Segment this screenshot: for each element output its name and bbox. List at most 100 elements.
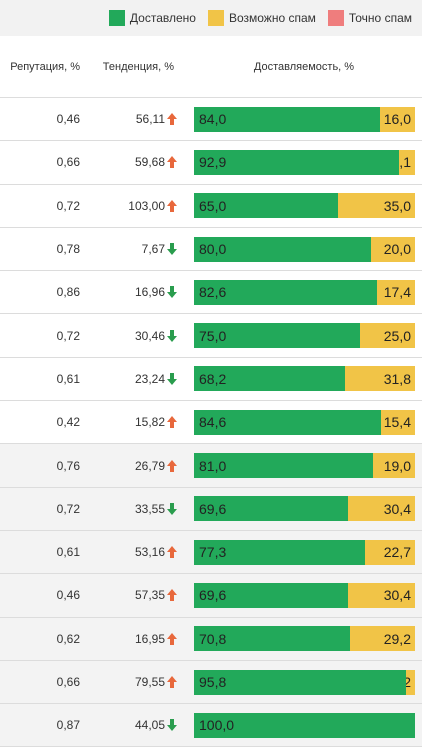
arrow-down-icon: [167, 502, 177, 515]
legend-label-delivered: Доставлено: [129, 11, 196, 25]
trend-value: 15,82: [134, 415, 165, 430]
trend-value: 23,24: [134, 371, 165, 386]
trend-cell: 79,55: [82, 675, 186, 689]
trend-value: 33,55: [134, 501, 165, 516]
legend-item-spam[interactable]: Точно спам: [327, 10, 412, 26]
legend-swatch-spam: [327, 10, 344, 26]
deliverability-bar[interactable]: 68,2 31,8: [194, 366, 415, 392]
column-header-deliverability[interactable]: Доставляемость, %: [253, 60, 355, 73]
delivered-segment: 92,9: [194, 149, 400, 175]
deliverability-bar[interactable]: 81,0 19,0: [194, 453, 415, 479]
legend-item-maybe-spam[interactable]: Возможно спам: [207, 10, 316, 26]
delivered-segment: 81,0: [194, 453, 373, 479]
delivered-segment: 68,2: [194, 366, 345, 392]
maybe-spam-segment: 17,4: [376, 279, 415, 305]
trend-cell: 33,55: [82, 502, 186, 516]
reputation-value: 0,61: [56, 371, 80, 386]
legend-item-delivered[interactable]: Доставлено: [108, 10, 196, 26]
trend-value: 16,96: [134, 285, 165, 300]
arrow-up-icon: [167, 416, 177, 429]
deliverability-bar[interactable]: 65,0 35,0: [194, 193, 415, 219]
column-header-trend[interactable]: Тенденция, %: [102, 60, 174, 73]
maybe-spam-segment: 20,0: [370, 236, 415, 262]
arrow-down-icon: [167, 329, 177, 342]
table-row[interactable]: 0,72 30,46 75,0 25,0: [0, 314, 422, 358]
delivered-segment: 82,6: [194, 279, 377, 305]
deliverability-bar[interactable]: 92,97,1: [194, 149, 415, 175]
column-header-reputation[interactable]: Репутация, %: [10, 60, 80, 73]
maybe-spam-segment: 22,7: [364, 539, 415, 565]
delivered-segment: 80,0: [194, 236, 371, 262]
maybe-spam-segment: 25,0: [359, 323, 415, 349]
deliverability-bar[interactable]: 84,0 16,0: [194, 106, 415, 132]
reputation-value: 0,72: [56, 501, 80, 516]
reputation-value: 0,78: [56, 242, 80, 257]
trend-value: 57,35: [134, 588, 165, 603]
table-row[interactable]: 0,61 23,24 68,2 31,8: [0, 357, 422, 402]
trend-cell: 59,68: [82, 155, 186, 169]
table-row[interactable]: 0,46 56,11 84,0 16,0: [0, 98, 422, 142]
table-row[interactable]: 0,61 53,16 77,3 22,7: [0, 530, 422, 575]
trend-value: 44,05: [134, 718, 165, 733]
delivered-segment: 69,6: [194, 496, 348, 522]
maybe-spam-segment: 30,4: [347, 496, 415, 522]
table-row[interactable]: 0,66 79,55 95,84,2: [0, 660, 422, 705]
table-row[interactable]: 0,76 26,79 81,0 19,0: [0, 444, 422, 488]
arrow-down-icon: [167, 286, 177, 299]
trend-cell: 23,24: [82, 372, 186, 386]
arrow-down-icon: [167, 243, 177, 256]
table-row[interactable]: 0,78 7,67 80,0 20,0: [0, 227, 422, 272]
maybe-spam-segment: 15,4: [380, 409, 415, 435]
trend-value: 53,16: [134, 545, 165, 560]
legend: Доставлено Возможно спам Точно спам: [0, 0, 422, 36]
trend-value: 56,11: [135, 112, 165, 127]
trend-cell: 44,05: [82, 718, 186, 732]
table-row[interactable]: 0,42 15,82 84,6 15,4: [0, 401, 422, 445]
reputation-value: 0,62: [56, 631, 80, 646]
delivered-segment: 70,8: [194, 626, 351, 652]
deliverability-bar[interactable]: 80,0 20,0: [194, 236, 415, 262]
deliverability-bar[interactable]: 100,0: [194, 712, 415, 738]
reputation-value: 0,61: [56, 545, 80, 560]
table-header: Репутация, % Тенденция, % Доставляемость…: [0, 36, 422, 98]
table-row[interactable]: 0,86 16,96 82,6 17,4: [0, 271, 422, 315]
deliverability-bar[interactable]: 77,3 22,7: [194, 539, 415, 565]
trend-value: 7,67: [141, 242, 165, 257]
arrow-up-icon: [167, 156, 177, 169]
delivered-segment: 69,6: [194, 582, 348, 608]
reputation-value: 0,42: [56, 415, 80, 430]
legend-label-spam: Точно спам: [348, 11, 412, 25]
table-body: 0,46 56,11 84,016,0 0,66 59,68 92,97,1 0,72 103…: [0, 98, 422, 748]
reputation-value: 0,76: [56, 458, 80, 473]
reputation-value: 0,46: [56, 588, 80, 603]
legend-swatch-maybe-spam: [207, 10, 224, 26]
deliverability-bar[interactable]: 95,84,2: [194, 669, 415, 695]
reputation-value: 0,87: [56, 718, 80, 733]
table-row[interactable]: 0,87 44,05 100,0: [0, 704, 422, 748]
deliverability-bar[interactable]: 70,8 29,2: [194, 626, 415, 652]
deliverability-bar[interactable]: 75,0 25,0: [194, 323, 415, 349]
trend-cell: 30,46: [82, 329, 186, 343]
maybe-spam-segment: 7,1: [399, 149, 415, 175]
table-row[interactable]: 0,66 59,68 92,97,1: [0, 141, 422, 185]
arrow-up-icon: [167, 546, 177, 559]
trend-cell: 53,16: [82, 545, 186, 559]
trend-cell: 26,79: [82, 459, 186, 473]
trend-value: 103,00: [128, 198, 165, 213]
arrow-up-icon: [167, 676, 177, 688]
table-row[interactable]: 0,62 16,95 70,8 29,2: [0, 617, 422, 661]
table-row[interactable]: 0,72 103,00 65,0 35,0: [0, 184, 422, 228]
trend-value: 26,79: [134, 458, 165, 473]
trend-value: 30,46: [134, 328, 165, 343]
deliverability-bar[interactable]: 69,6 30,4: [194, 582, 415, 608]
trend-cell: 16,95: [82, 632, 186, 646]
trend-cell: 57,35: [82, 588, 186, 602]
deliverability-bar[interactable]: 69,6 30,4: [194, 496, 415, 522]
deliverability-bar[interactable]: 82,6 17,4: [194, 279, 415, 305]
maybe-spam-segment: 19,0: [373, 453, 415, 479]
table-row[interactable]: 0,72 33,55 69,6 30,4: [0, 487, 422, 531]
reputation-value: 0,86: [56, 285, 80, 300]
deliverability-bar[interactable]: 84,6 15,4: [194, 409, 415, 435]
table-row[interactable]: 0,46 57,35 69,6 30,4: [0, 574, 422, 618]
trend-cell: 7,67: [82, 242, 186, 256]
